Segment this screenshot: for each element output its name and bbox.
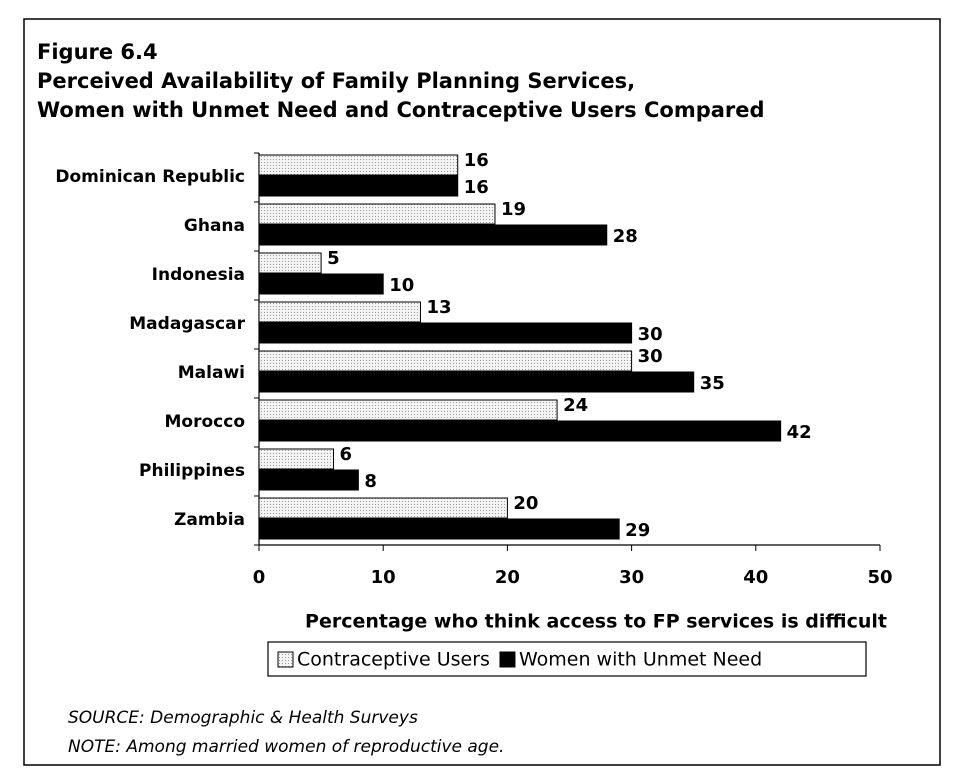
- bar: [258, 371, 695, 393]
- category-label: Dominican Republic: [55, 167, 245, 187]
- category-label: Philippines: [139, 461, 245, 481]
- x-axis-label: Percentage who think access to FP servic…: [305, 611, 887, 633]
- value-label: 35: [700, 373, 725, 394]
- bar: [258, 301, 421, 323]
- legend-box: [267, 641, 867, 677]
- x-tick-label: 10: [371, 567, 396, 588]
- value-label: 8: [364, 471, 377, 492]
- value-label: 19: [501, 199, 526, 220]
- x-tick-label: 20: [495, 567, 520, 588]
- category-label: Malawi: [178, 363, 245, 383]
- value-label: 24: [563, 395, 588, 416]
- category-label: Morocco: [165, 412, 246, 432]
- x-tick-label: 0: [253, 567, 266, 588]
- bar: [258, 224, 608, 246]
- source: SOURCE: Demographic & Health Surveys: [68, 708, 418, 728]
- legend-label: Women with Unmet Need: [519, 649, 762, 671]
- chart-title: Perceived Availability of Family Plannin…: [37, 69, 635, 93]
- x-tick-label: 30: [619, 567, 644, 588]
- bar: [258, 175, 459, 197]
- bar: [258, 252, 322, 274]
- category-label: Ghana: [184, 216, 245, 236]
- bar: [258, 518, 620, 540]
- value-label: 28: [613, 226, 638, 247]
- legend-label: Contraceptive Users: [297, 649, 490, 671]
- value-label: 29: [625, 520, 650, 541]
- value-label: 13: [426, 297, 451, 318]
- value-label: 6: [340, 444, 353, 465]
- bar: [258, 420, 782, 442]
- bar: [258, 273, 384, 295]
- value-label: 20: [513, 493, 538, 514]
- value-label: 5: [327, 248, 340, 269]
- value-label: 16: [464, 177, 489, 198]
- value-label: 42: [787, 422, 812, 443]
- bar: [258, 350, 633, 372]
- value-label: 30: [638, 324, 663, 345]
- figure-label: Figure 6.4: [37, 40, 158, 64]
- value-label: 30: [638, 346, 663, 367]
- bar: [258, 203, 496, 225]
- frame: [23, 18, 941, 766]
- note: NOTE: Among married women of reproductiv…: [68, 737, 504, 757]
- value-label: 10: [389, 275, 414, 296]
- value-label: 16: [464, 150, 489, 171]
- bar: [258, 322, 633, 344]
- category-label: Madagascar: [129, 314, 245, 334]
- legend-swatch: [499, 651, 516, 668]
- legend-swatch: [277, 651, 294, 668]
- chart-title: Women with Unmet Need and Contraceptive …: [37, 98, 765, 122]
- category-label: Indonesia: [152, 265, 245, 285]
- x-tick-label: 50: [867, 567, 892, 588]
- category-label: Zambia: [174, 510, 245, 530]
- x-tick-label: 40: [743, 567, 768, 588]
- bar: [258, 448, 335, 470]
- bar: [258, 497, 508, 519]
- bar: [258, 469, 359, 491]
- bar: [258, 399, 558, 421]
- bar: [258, 154, 459, 176]
